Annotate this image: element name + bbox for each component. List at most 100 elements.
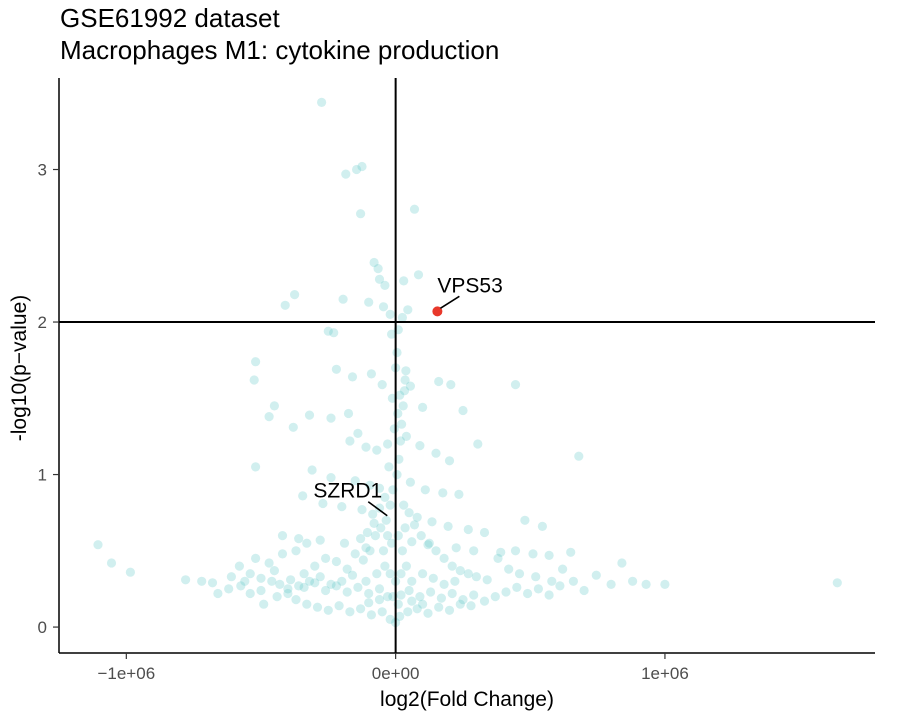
data-point xyxy=(291,595,301,605)
data-point xyxy=(444,605,455,615)
data-point xyxy=(337,502,347,512)
data-point xyxy=(372,569,382,579)
data-point xyxy=(454,489,464,499)
data-point xyxy=(364,588,374,599)
data-point xyxy=(438,488,448,498)
data-point xyxy=(256,585,266,596)
data-point xyxy=(443,521,453,532)
data-point xyxy=(373,264,383,274)
data-point xyxy=(385,614,395,625)
data-point xyxy=(418,402,428,412)
data-point xyxy=(310,561,320,571)
data-point xyxy=(339,538,350,548)
data-point xyxy=(423,608,433,618)
data-point xyxy=(493,553,503,564)
data-point xyxy=(283,588,293,599)
data-point xyxy=(628,576,638,586)
data-point xyxy=(251,553,261,564)
data-point xyxy=(426,587,436,597)
data-point xyxy=(315,572,325,582)
data-point xyxy=(259,599,269,609)
data-point xyxy=(591,570,601,580)
data-point xyxy=(374,595,385,605)
data-point xyxy=(358,555,368,565)
data-point xyxy=(272,592,282,602)
data-point xyxy=(434,602,444,612)
data-point xyxy=(392,347,402,358)
data-point xyxy=(380,280,390,290)
data-point xyxy=(606,579,616,590)
y-axis-ticks: 0 1 2 3 xyxy=(38,161,59,637)
data-point xyxy=(269,401,279,411)
data-point xyxy=(398,401,408,411)
y-tick-label: 2 xyxy=(38,313,47,332)
data-point xyxy=(224,584,234,594)
data-point xyxy=(427,517,437,527)
data-point xyxy=(531,572,541,582)
data-point xyxy=(558,564,568,574)
data-point xyxy=(331,556,341,567)
data-point xyxy=(236,581,246,591)
data-point xyxy=(469,590,479,600)
data-point xyxy=(378,302,389,312)
data-point xyxy=(403,607,413,617)
data-point xyxy=(528,549,538,559)
data-point xyxy=(381,515,391,525)
data-point xyxy=(226,572,236,582)
data-point xyxy=(504,564,514,574)
data-point xyxy=(347,570,358,580)
data-point xyxy=(523,588,533,599)
data-point xyxy=(407,576,417,586)
data-point xyxy=(350,549,360,559)
data-point xyxy=(298,491,308,501)
data-point xyxy=(350,476,360,486)
data-point xyxy=(269,566,279,576)
data-point xyxy=(312,602,323,612)
data-point xyxy=(374,483,385,493)
data-point xyxy=(343,408,354,419)
data-point xyxy=(369,257,379,268)
chart-subtitle: Macrophages M1: cytokine production xyxy=(60,35,499,65)
data-point xyxy=(395,611,405,622)
x-tick-label: 1e+06 xyxy=(641,664,689,683)
data-point xyxy=(455,566,465,576)
data-point xyxy=(361,576,371,586)
data-point xyxy=(418,569,428,579)
data-point xyxy=(463,569,473,579)
data-point xyxy=(345,436,355,446)
data-point xyxy=(533,584,544,594)
data-point xyxy=(436,593,446,603)
data-point xyxy=(431,546,441,556)
data-point xyxy=(473,439,483,449)
data-point xyxy=(466,601,476,611)
data-point xyxy=(377,607,387,617)
data-point xyxy=(245,569,255,579)
y-tick-label: 3 xyxy=(38,161,47,180)
data-point xyxy=(458,405,468,416)
data-point xyxy=(520,515,530,525)
data-point xyxy=(404,585,414,596)
data-point xyxy=(368,509,378,519)
data-point xyxy=(317,97,327,107)
data-point xyxy=(374,503,385,513)
data-point xyxy=(447,588,457,599)
data-point xyxy=(307,465,317,475)
gene-label: SZRD1 xyxy=(313,480,382,503)
data-point xyxy=(299,582,309,593)
data-point xyxy=(579,585,589,596)
data-point xyxy=(544,590,554,600)
x-axis-title: log2(Fold Change) xyxy=(380,688,554,711)
data-point xyxy=(234,561,244,571)
data-point xyxy=(213,588,223,599)
data-point xyxy=(431,448,441,458)
data-point xyxy=(384,462,394,472)
data-point xyxy=(396,590,406,600)
data-point xyxy=(376,523,386,533)
data-point xyxy=(396,569,406,579)
data-point xyxy=(383,531,393,541)
data-point xyxy=(125,567,135,577)
data-point xyxy=(439,553,449,564)
data-point xyxy=(251,462,261,472)
data-point xyxy=(353,582,363,593)
